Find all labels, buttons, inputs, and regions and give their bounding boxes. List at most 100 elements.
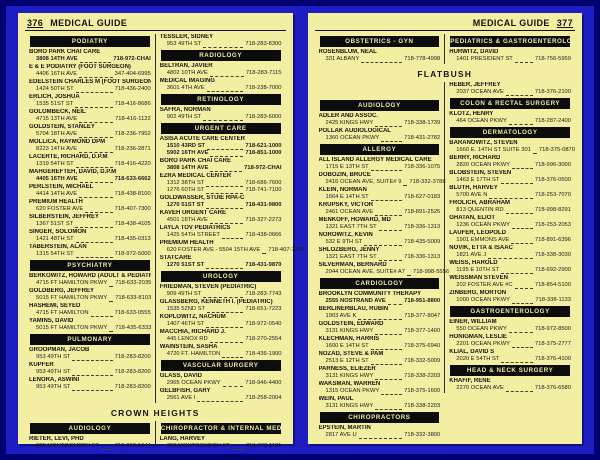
entry-phone: 718-756-5959 (534, 56, 571, 62)
entry-address: 5015 FT HAMILTON PKWY (36, 295, 108, 301)
directory-entry: DOBOZIN, BRUCE 2416 OCEAN AVE, SUITE# 9 71… (319, 172, 446, 186)
dot-leader (206, 86, 244, 92)
entry-name: PREMIUM HEALTH (29, 199, 83, 205)
dot-leader (381, 389, 403, 395)
entry-address: 4414 14TH AVE (36, 191, 78, 197)
entry-address-row: 445 LENOX RD 718-270-2554 (160, 336, 282, 343)
directory-entry: MAHGEREFTEH, DAVID, D.P.M 4405 16TH AVE 71… (29, 169, 151, 183)
directory-entry: BARANOWITZ, STEVEN 1660 E. 14TH ST SUITE … (449, 140, 575, 154)
dot-leader (406, 270, 411, 276)
entry-address: 1535 51ST ST (36, 101, 74, 107)
entry-address: 620 FOSTER AVE (36, 206, 84, 212)
entry-address: 4406 16TH AVE (36, 71, 78, 77)
entry-address: 2817 AVE U (325, 432, 357, 438)
entry-address-row: 4715 FT HAMILTON PKWY 718-633-2035 (29, 280, 151, 287)
directory-entry: GHATAN, ELIOT 1236 OCEAN PKWY 718-253-2053 (449, 215, 571, 229)
dot-leader (210, 166, 243, 172)
entry-name: BERRY, RICHARD (449, 155, 501, 161)
directory-entry: FROLICH, ABRAHAM 813 QUENTIN RD 718-998-82… (449, 200, 571, 214)
entry-phone: 718-376-6580 (534, 385, 571, 391)
section-header: CHIROPRACTOR & INTERNAL MEDICINE (160, 423, 281, 434)
entry-phone: 718-891-6396 (534, 237, 571, 243)
entry-phone: 718-287-2400 (534, 118, 571, 124)
dot-leader (370, 195, 403, 201)
entry-address-row: 2817 AVE U 718-332-3800 (319, 432, 440, 439)
entry-name: KRUPSKY, VICTOR (318, 202, 374, 208)
dot-leader (206, 203, 244, 209)
entry-phone: 718-741-7100 (245, 187, 282, 193)
entry-phone: 718-416-1122 (115, 116, 151, 122)
entry-name: FRIEDMAN, STEVEN (PEDIATRIC) (159, 284, 257, 290)
entry-phone: 718-375-2777 (534, 341, 571, 347)
entry-address-row: 1901 EMMONS AVE 718-891-6396 (449, 237, 571, 244)
dot-leader (72, 385, 113, 391)
entry-phone: 718-338-2203 (404, 403, 441, 409)
entry-phone: 718-283-8200 (114, 369, 151, 375)
entry-address-row: 1903 AVE K 718-377-8047 (319, 313, 440, 320)
dot-leader (262, 248, 267, 254)
entry-address-row: 1319 54TH ST 718-416-4220 (29, 161, 151, 168)
dot-leader (508, 119, 533, 125)
entry-phone: 718-651-7223 (245, 306, 282, 312)
directory-entry: HASHEMI, SEYED 4715 FT HAMILTON 718-633-05… (29, 303, 151, 317)
entry-address: 1000 OCEAN PKWY (456, 297, 511, 303)
entry-phone: 718-283-8300 (245, 41, 282, 47)
entry-phone: 718-253-7070 (534, 192, 571, 198)
directory-entry: SILVERMAN, BERNARD 2044 OCEAN AVE, SUITE#… (319, 262, 449, 276)
entry-address-row: 5902 16TH AVE 718-851-1000 (160, 150, 282, 157)
entry-address-row: 4715 13TH AVE 718-416-1122 (29, 116, 151, 123)
entry-address-row: 202 FOSTER AVE #C 718-854-5100 (449, 282, 571, 289)
entry-address: 813 QUENTIN RD (456, 207, 504, 213)
dot-leader (206, 263, 244, 269)
dot-leader (364, 240, 403, 246)
entry-address-row: 4501 18TH AVE 718-327-2273 (160, 217, 282, 224)
directory-entry: LANG, HARVEY 783 MONTGOMERY ST 718-773-112… (160, 436, 282, 450)
entry-name: GLASSBERG, KENNETH I. (PEDIATRIC) (159, 299, 273, 305)
entry-address: 1600 E 14TH ST (325, 343, 369, 349)
entry-phone: 718-972-8500 (534, 326, 571, 332)
entry-name: KLOTZ, HENRY (449, 111, 494, 117)
section-header: ALLERGY (319, 144, 440, 155)
dot-leader (375, 404, 403, 410)
entry-address: 953 49TH ST (36, 384, 71, 390)
directory-entry: MOLLICA, RAYMOND DPM 8223 14TH AVE 718-236… (29, 139, 151, 153)
entry-address: 2020 E 54TH ST (456, 356, 500, 362)
entry-name: MOLLICA, RAYMOND DPM (29, 139, 106, 145)
entry-phone: 718-773-1121 (245, 443, 282, 449)
directory-column: CHIROPRACTOR & INTERNAL MEDICINE LANG, HA… (154, 421, 286, 451)
entry-address-row: 1270 51ST ST 718-431-9870 (160, 262, 282, 269)
entry-name: ALL ISLAND ALLERGY MEDICAL CARE (318, 157, 432, 163)
page-title: MEDICAL GUIDE (472, 18, 550, 28)
page-376: 376 MEDICAL GUIDE PODIATRY BORO PARK CHAI… (18, 13, 304, 451)
dot-leader (222, 352, 244, 358)
entry-address: 2201 OCEAN PKWY (456, 341, 511, 347)
dot-leader (375, 210, 403, 216)
entry-name: BELTRAN, JAVIER (159, 63, 213, 69)
entry-address: 1424 50TH ST (36, 86, 74, 92)
dot-leader (75, 162, 113, 168)
entry-name: WEISSMAN STEVEN (449, 275, 508, 281)
section-header: UROLOGY (160, 271, 281, 282)
directory-entry: HURWITZ, DAVID 1401 PRESIDENT ST 718-756-5… (449, 49, 571, 63)
entry-address: 1360 OCEAN PKWY (325, 135, 380, 141)
entry-address-row: 835 MONTGOMERY ST 718-363-1044 (29, 443, 151, 450)
entry-address-row: 2820 OCEAN PKWY 718-996-3000 (449, 162, 571, 169)
directory-entry: EINER, WILLIAM 550 OCEAN PKWY 718-972-8500 (449, 319, 571, 333)
entry-name: ZINBERG, MORTON (449, 290, 507, 296)
entry-name: LAUFER, LEOPOLD (449, 230, 506, 236)
entry-address: 1903 AVE K (325, 313, 357, 319)
entry-address-row: 1315 OCEAN PKWY 718-375-1600 (319, 388, 440, 395)
dot-leader (501, 268, 533, 274)
entry-phone: 718-633-8103 (115, 295, 152, 301)
entry-address: 902 49TH ST (166, 114, 202, 120)
entry-address-row: 2270 OCEAN AVE 718-376-6580 (449, 385, 571, 392)
dot-leader (501, 357, 533, 363)
dot-leader (381, 136, 403, 142)
entry-name: E & E PODIATRY (FOOT SURGEON) (29, 64, 131, 70)
section-header: CARDIOLOGY (319, 278, 440, 289)
directory-entry: GLASSBERG, KENNETH I. (PEDIATRIC) 1535 52… (160, 299, 282, 313)
entry-phone: 718-376-0500 (534, 177, 571, 183)
entry-phone: 718-375-0870 (538, 147, 576, 153)
entry-name: LANG, HARVEY (159, 436, 205, 442)
entry-address-row: 2425 KINGS HWY 718-338-1739 (319, 120, 440, 127)
